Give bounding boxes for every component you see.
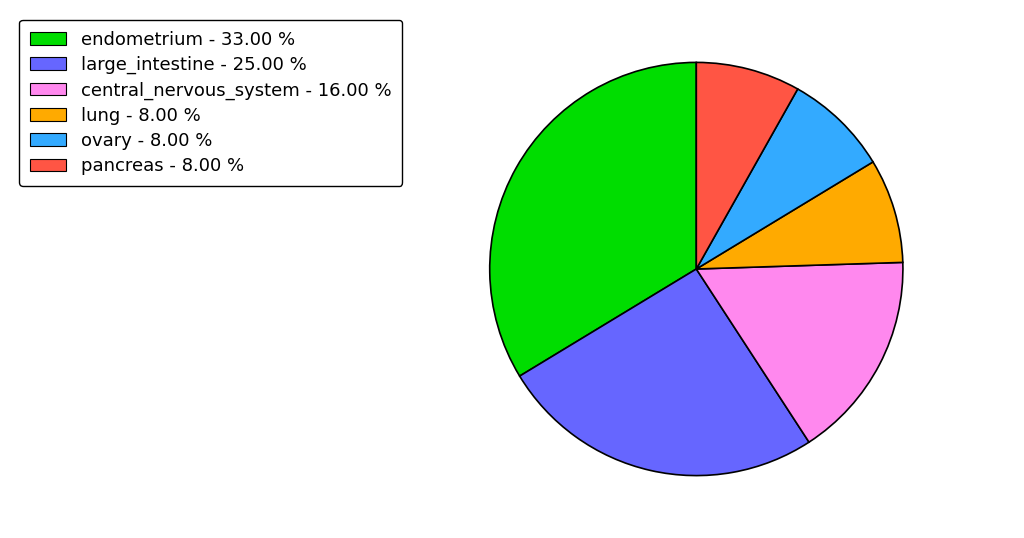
Wedge shape xyxy=(696,89,873,269)
Wedge shape xyxy=(519,269,809,476)
Wedge shape xyxy=(696,162,903,269)
Wedge shape xyxy=(696,62,798,269)
Legend: endometrium - 33.00 %, large_intestine - 25.00 %, central_nervous_system - 16.00: endometrium - 33.00 %, large_intestine -… xyxy=(19,20,402,186)
Wedge shape xyxy=(489,62,696,376)
Wedge shape xyxy=(696,263,903,442)
